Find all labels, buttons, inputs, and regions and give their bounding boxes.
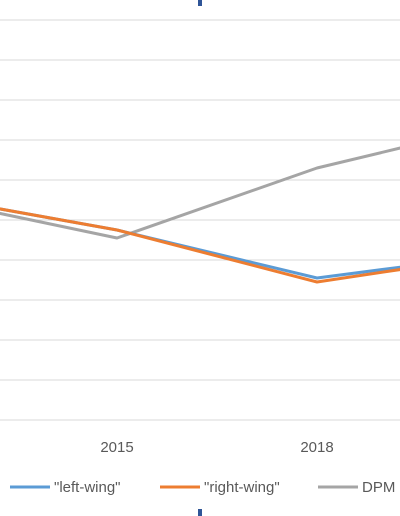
legend-label: "left-wing" — [54, 479, 121, 496]
series-lines — [0, 120, 400, 284]
series-line-right-wing[interactable] — [0, 194, 400, 284]
x-tick-label: 2015 — [100, 439, 133, 456]
series-line-dpm[interactable] — [0, 120, 400, 240]
legend-label: "right-wing" — [204, 479, 280, 496]
x-tick-label: 2018 — [300, 439, 333, 456]
legend-label: DPM — [362, 479, 395, 496]
x-axis-tick-labels: 2015 2018 — [100, 439, 333, 456]
series-line-left-wing[interactable] — [0, 194, 400, 280]
legend: "left-wing" "right-wing" DPM — [10, 479, 395, 496]
top-selection-handle[interactable] — [198, 0, 202, 6]
bottom-selection-handle[interactable] — [198, 509, 202, 516]
